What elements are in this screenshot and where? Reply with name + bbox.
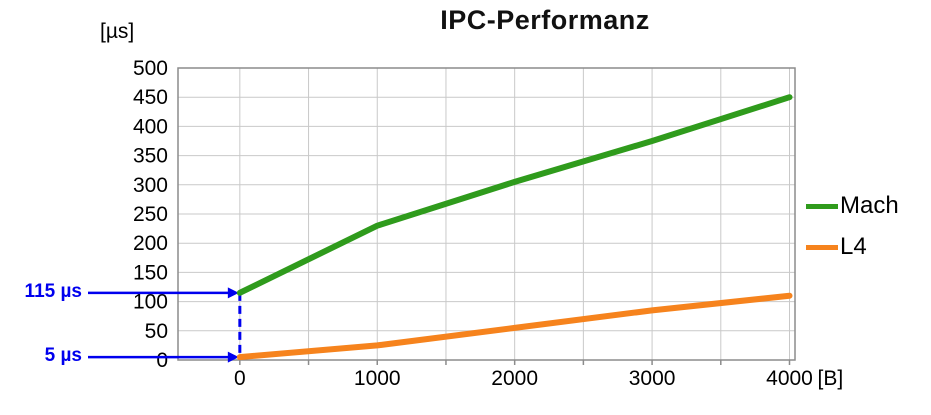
legend-label-l4: L4 [840, 233, 867, 260]
x-axis-tick-labels: 0 1000 2000 3000 4000 [B] [234, 367, 843, 390]
svg-text:0: 0 [234, 367, 246, 390]
series-l4-line [236, 292, 793, 361]
svg-text:300: 300 [133, 174, 168, 197]
svg-text:200: 200 [133, 232, 168, 255]
annotation-115us-label: 115 µs [24, 280, 82, 302]
svg-text:3000: 3000 [629, 367, 676, 390]
x-axis-unit-label: [B] [818, 367, 844, 390]
plot-border [177, 67, 796, 361]
svg-text:250: 250 [133, 203, 168, 226]
svg-text:400: 400 [133, 115, 168, 138]
svg-text:1000: 1000 [354, 367, 401, 390]
annotation-5us-label: 5 µs [44, 345, 82, 367]
legend: Mach L4 [806, 192, 899, 261]
svg-text:500: 500 [133, 57, 168, 80]
chart-title: IPC-Performanz [440, 5, 650, 35]
y-axis-tick-labels: 0 50 100 150 200 250 300 350 400 450 500 [133, 57, 168, 372]
legend-label-mach: Mach [840, 192, 899, 219]
y-axis-unit-label: [µs] [100, 20, 135, 43]
svg-text:2000: 2000 [491, 367, 538, 390]
gridlines [178, 67, 795, 361]
x-axis-ticks [239, 360, 791, 365]
legend-item-mach: Mach [806, 192, 899, 220]
svg-text:150: 150 [133, 261, 168, 284]
annotation-guides [88, 287, 242, 363]
svg-text:100: 100 [133, 291, 168, 314]
svg-text:450: 450 [133, 86, 168, 109]
svg-text:4000: 4000 [766, 367, 813, 390]
svg-text:50: 50 [145, 320, 168, 343]
svg-text:350: 350 [133, 145, 168, 168]
mach-line-swatch [806, 203, 838, 209]
legend-item-l4: L4 [806, 233, 899, 261]
svg-text:0: 0 [156, 349, 168, 372]
l4-line-swatch [806, 244, 838, 250]
series-mach-line [236, 94, 793, 296]
